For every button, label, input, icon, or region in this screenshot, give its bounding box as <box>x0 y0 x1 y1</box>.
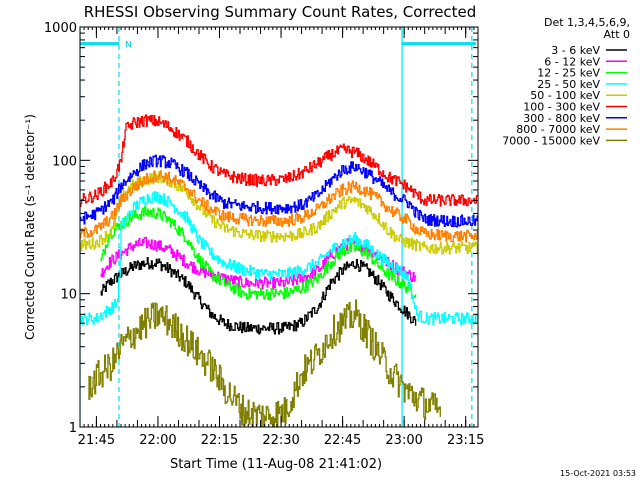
plot-frame <box>79 26 479 428</box>
legend-label: 300 - 800 keV <box>523 112 600 125</box>
x-tick-label: 22:15 <box>201 433 238 448</box>
x-tick-label: 22:45 <box>324 433 361 448</box>
series-line-7 <box>80 170 478 243</box>
legend-header-line-1: Det 1,3,4,5,6,9, <box>544 16 630 29</box>
series-line-5 <box>80 114 478 208</box>
series-line-1 <box>100 236 417 290</box>
chart-title: RHESSI Observing Summary Count Rates, Co… <box>84 3 477 21</box>
legend-label: 7000 - 15000 keV <box>502 134 600 147</box>
legend-label: 12 - 25 keV <box>537 67 600 80</box>
y-tick-label: 1 <box>69 421 77 436</box>
plot-area: N <box>80 27 478 427</box>
axes: 1 10 100 1000 21:45 22:00 22:15 22:30 22:45 23:00… <box>44 21 485 448</box>
x-axis-label: Start Time (11-Aug-08 21:41:02) <box>170 457 382 472</box>
y-tick-label: 1000 <box>44 21 77 36</box>
y-tick-label: 100 <box>52 154 77 169</box>
x-tick-label: 23:15 <box>447 433 484 448</box>
series-line-3 <box>80 191 478 326</box>
legend-label: 3 - 6 keV <box>551 44 600 57</box>
x-tick-label: 22:00 <box>139 433 176 448</box>
legend-label: 6 - 12 keV <box>544 55 600 68</box>
x-tick-label: 21:45 <box>78 433 115 448</box>
legend-label: 25 - 50 keV <box>537 78 600 91</box>
x-tick-label: 23:00 <box>385 433 422 448</box>
x-tick-label: 22:30 <box>262 433 299 448</box>
series-line-6 <box>80 154 478 228</box>
y-tick-label: 10 <box>60 288 77 303</box>
flag-bar-label-0: N <box>125 41 132 51</box>
series-line-0 <box>100 256 417 335</box>
series-line-8 <box>88 299 441 427</box>
y-axis-label: Corrected Count Rate (s⁻¹ detector⁻¹) <box>23 114 37 340</box>
legend-label: 100 - 300 keV <box>523 101 600 114</box>
series-line-2 <box>100 205 417 301</box>
generation-timestamp: 15-Oct-2021 03:53 <box>560 469 636 478</box>
legend-header-line-2: Att 0 <box>604 28 630 41</box>
legend-label: 50 - 100 keV <box>530 89 600 102</box>
legend-label: 800 - 7000 keV <box>516 123 600 136</box>
series-group: N <box>80 27 478 427</box>
